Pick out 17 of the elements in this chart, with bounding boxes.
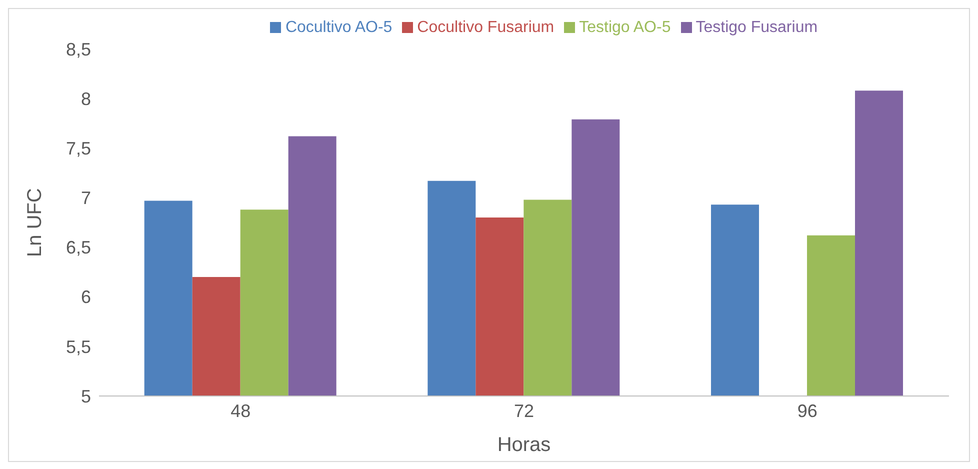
legend-label: Cocultivo Fusarium — [417, 19, 554, 36]
y-tick-label: 7,5 — [66, 138, 91, 159]
legend-label: Testigo Fusarium — [696, 19, 818, 36]
y-tick-label: 7 — [80, 188, 91, 208]
y-tick-label: 6 — [80, 287, 91, 308]
y-tick-label: 6,5 — [66, 238, 91, 258]
y-tick-label: 5,5 — [66, 336, 91, 357]
x-axis-title: Horas — [497, 434, 551, 456]
legend-label: Cocultivo AO-5 — [285, 19, 392, 36]
y-tick-label: 5 — [80, 386, 91, 406]
legend-label: Testigo AO-5 — [579, 19, 671, 36]
x-tick-label: 72 — [514, 400, 534, 421]
x-tick-label: 96 — [797, 400, 818, 421]
x-tick-label: 48 — [230, 400, 251, 421]
y-tick-label: 8 — [80, 88, 91, 109]
y-tick-label: 8,5 — [66, 39, 91, 60]
y-axis-title: Ln UFC — [24, 188, 46, 257]
